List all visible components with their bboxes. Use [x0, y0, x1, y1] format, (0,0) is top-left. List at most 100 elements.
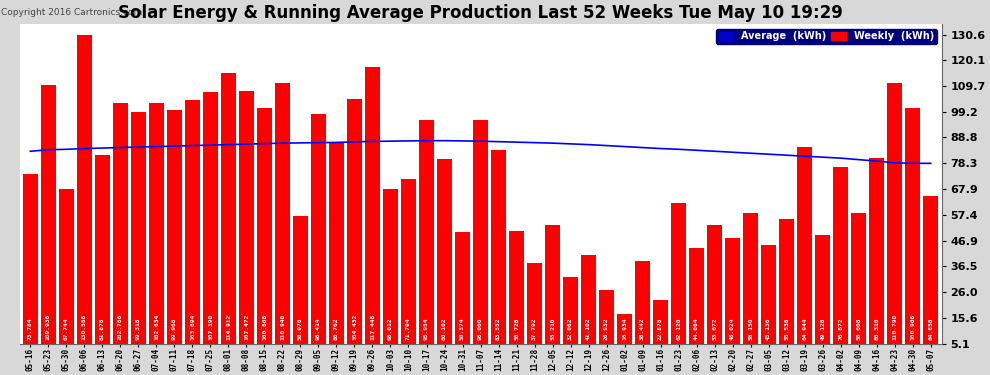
Text: 114.912: 114.912 — [226, 314, 231, 340]
Text: 37.792: 37.792 — [532, 318, 537, 340]
Bar — [617, 314, 633, 356]
Bar — [401, 179, 416, 356]
Text: 83.552: 83.552 — [496, 318, 501, 340]
Text: 103.894: 103.894 — [190, 314, 195, 340]
Text: 64.858: 64.858 — [929, 318, 934, 340]
Text: Copyright 2016 Cartronics.com: Copyright 2016 Cartronics.com — [1, 8, 143, 17]
Bar — [311, 114, 326, 356]
Bar — [833, 167, 848, 356]
Title: Solar Energy & Running Average Production Last 52 Weeks Tue May 10 19:29: Solar Energy & Running Average Productio… — [118, 4, 842, 22]
Bar — [527, 263, 543, 356]
Bar — [797, 147, 813, 356]
Text: 58.008: 58.008 — [856, 318, 861, 340]
Text: 100.906: 100.906 — [910, 314, 915, 340]
Bar — [725, 238, 741, 356]
Bar — [544, 225, 560, 356]
Text: 73.784: 73.784 — [28, 318, 33, 340]
Text: 109.936: 109.936 — [46, 314, 50, 340]
Bar — [365, 67, 380, 356]
Bar — [293, 216, 308, 356]
Bar — [905, 108, 921, 356]
Bar — [563, 277, 578, 356]
Text: 130.588: 130.588 — [82, 314, 87, 340]
Bar — [275, 83, 290, 356]
Text: 110.790: 110.790 — [892, 314, 897, 340]
Text: 53.072: 53.072 — [712, 318, 717, 340]
Bar — [581, 255, 596, 356]
Text: 80.310: 80.310 — [874, 318, 879, 340]
Bar — [689, 248, 704, 356]
Bar — [148, 104, 164, 356]
Text: 41.102: 41.102 — [586, 318, 591, 340]
Bar — [329, 142, 345, 356]
Bar — [869, 158, 884, 356]
Text: 107.472: 107.472 — [244, 314, 248, 340]
Text: 102.634: 102.634 — [153, 314, 158, 340]
Text: 100.808: 100.808 — [262, 314, 267, 340]
Bar — [23, 174, 38, 356]
Bar — [437, 159, 452, 356]
Bar — [203, 92, 218, 356]
Text: 56.976: 56.976 — [298, 318, 303, 340]
Text: 80.102: 80.102 — [442, 318, 447, 340]
Text: 68.012: 68.012 — [388, 318, 393, 340]
Text: 48.024: 48.024 — [731, 318, 736, 340]
Legend: Average  (kWh), Weekly  (kWh): Average (kWh), Weekly (kWh) — [716, 28, 937, 44]
Bar — [185, 100, 200, 356]
Bar — [346, 99, 362, 356]
Text: 96.000: 96.000 — [478, 318, 483, 340]
Bar — [419, 120, 435, 356]
Text: 67.744: 67.744 — [63, 318, 69, 340]
Bar — [113, 103, 128, 356]
Text: 71.794: 71.794 — [406, 318, 411, 340]
Bar — [653, 300, 668, 356]
Text: 55.536: 55.536 — [784, 318, 789, 340]
Text: 102.786: 102.786 — [118, 314, 123, 340]
Text: 117.448: 117.448 — [370, 314, 375, 340]
Text: 86.762: 86.762 — [334, 318, 339, 340]
Text: 76.872: 76.872 — [839, 318, 843, 340]
Text: 38.442: 38.442 — [641, 318, 645, 340]
Text: 107.190: 107.190 — [208, 314, 213, 340]
Bar — [743, 213, 758, 356]
Bar — [95, 154, 110, 356]
Bar — [599, 290, 614, 356]
Text: 16.934: 16.934 — [622, 318, 627, 340]
Text: 104.432: 104.432 — [352, 314, 357, 340]
Text: 99.318: 99.318 — [136, 318, 141, 340]
Text: 44.064: 44.064 — [694, 318, 699, 340]
Bar — [454, 232, 470, 356]
Text: 50.728: 50.728 — [514, 318, 519, 340]
Bar — [779, 219, 794, 356]
Bar — [76, 34, 92, 356]
Bar — [851, 213, 866, 356]
Text: 99.968: 99.968 — [172, 318, 177, 340]
Text: 95.954: 95.954 — [424, 318, 429, 340]
Bar — [239, 92, 254, 356]
Bar — [131, 112, 146, 356]
Text: 110.940: 110.940 — [280, 314, 285, 340]
Bar — [671, 203, 686, 356]
Bar — [473, 120, 488, 356]
Text: 58.150: 58.150 — [748, 318, 753, 340]
Bar — [815, 235, 831, 356]
Text: 49.128: 49.128 — [820, 318, 826, 340]
Text: 45.136: 45.136 — [766, 318, 771, 340]
Bar — [887, 83, 903, 356]
Text: 32.062: 32.062 — [568, 318, 573, 340]
Text: 22.878: 22.878 — [658, 318, 663, 340]
Bar — [509, 231, 524, 356]
Bar — [221, 73, 236, 356]
Bar — [41, 86, 56, 356]
Bar — [761, 245, 776, 356]
Text: 53.210: 53.210 — [550, 318, 555, 340]
Bar — [707, 225, 723, 356]
Text: 98.414: 98.414 — [316, 318, 321, 340]
Bar — [635, 261, 650, 356]
Bar — [491, 150, 506, 356]
Bar — [383, 189, 398, 356]
Text: 50.574: 50.574 — [460, 318, 465, 340]
Text: 26.932: 26.932 — [604, 318, 609, 340]
Text: 81.878: 81.878 — [100, 318, 105, 340]
Text: 84.944: 84.944 — [802, 318, 807, 340]
